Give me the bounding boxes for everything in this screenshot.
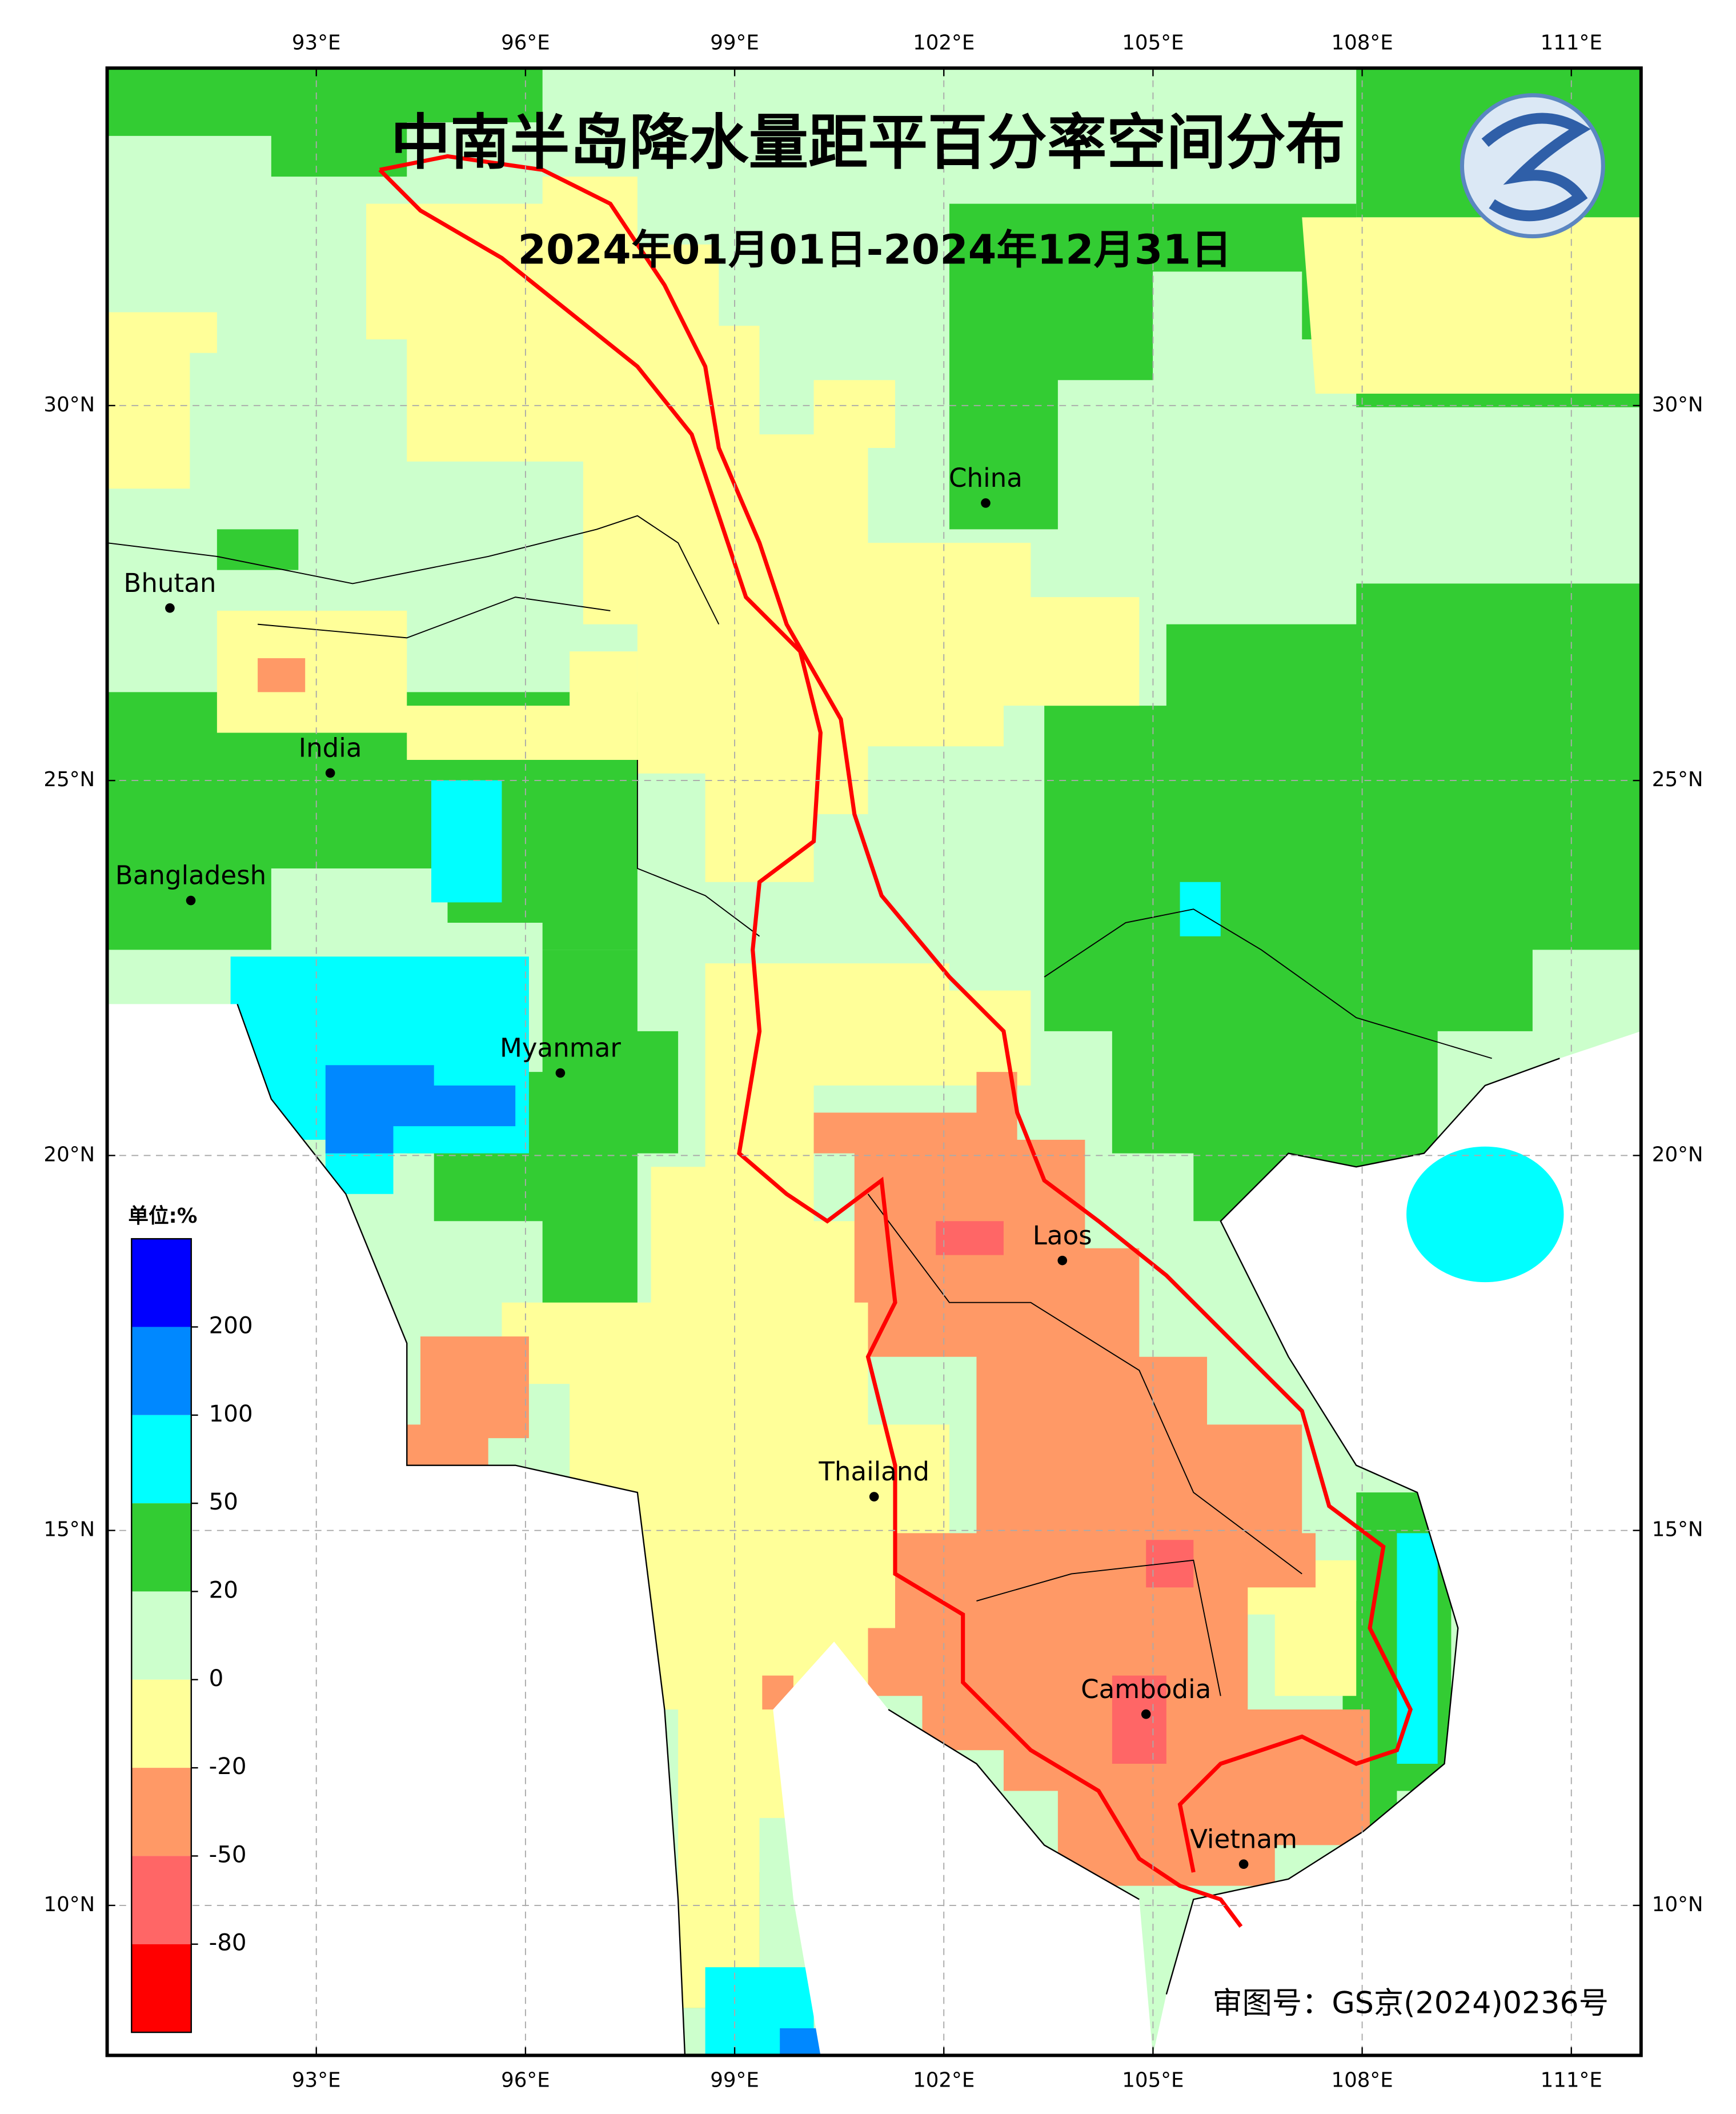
lat-tick-label: 10°N [1652,1893,1703,1916]
country-point [165,603,175,613]
country-label: India [299,733,362,763]
lon-tick-label: 102°E [913,31,975,54]
lon-tick-label: 96°E [501,31,550,54]
colorbar-bin [131,1591,191,1680]
colorbar-label: -20 [209,1753,247,1780]
lon-tick-label: 108°E [1331,2069,1393,2092]
lon-tick-label: 102°E [913,2069,975,2092]
lon-tick-label: 93°E [292,31,341,54]
colorbar-bin [131,1944,191,2033]
lon-tick-label: 105°E [1122,31,1184,54]
approval-number: 审图号：GS京(2024)0236号 [1212,1987,1608,2021]
map-frame [105,66,1643,2057]
country-label: Myanmar [500,1033,621,1063]
country-point [1141,1709,1151,1719]
colorbar-label: 20 [209,1576,238,1603]
lon-tick-label: 96°E [501,2069,550,2092]
country-point [325,768,335,778]
lon-tick-label: 105°E [1122,2069,1184,2092]
colorbar-label: -80 [209,1929,247,1956]
lon-tick-label: 108°E [1331,31,1393,54]
lat-tick-label: 30°N [1652,393,1703,417]
country-label: Cambodia [1081,1674,1211,1704]
map-subtitle: 2024年01月01日-2024年12月31日 [518,226,1232,274]
colorbar-label: 50 [209,1488,238,1515]
country-labels: Bhutan India Bangladesh Myanmar China Laos Tha… [115,463,1297,1869]
lat-tick-label: 15°N [43,1518,95,1542]
country-label: Bangladesh [115,860,266,891]
logo [1460,93,1605,239]
colorbar-label: 200 [209,1312,253,1339]
lat-tick-label: 30°N [43,393,95,417]
colorbar-label: 0 [209,1665,224,1692]
lon-tick-label: 111°E [1541,31,1602,54]
colorbar-label: -50 [209,1841,247,1868]
lon-tick-label: 99°E [710,31,759,54]
colorbar-bin [131,1679,191,1768]
country-label: Bhutan [123,568,216,598]
lat-tick-label: 20°N [43,1143,95,1166]
lat-tick-label: 20°N [1652,1143,1703,1166]
country-point [1057,1255,1068,1266]
country-label: Thailand [818,1456,929,1487]
colorbar-bin [131,1327,191,1415]
lon-tick-label: 111°E [1541,2069,1602,2092]
country-label: China [949,463,1023,493]
legend-unit: 单位:% [128,1204,197,1228]
precip-field [107,68,1641,2056]
colorbar-bin [131,1856,191,1944]
lat-tick-label: 25°N [43,768,95,791]
lat-tick-label: 15°N [1652,1518,1703,1542]
country-point [981,498,991,508]
lat-tick-label: 10°N [43,1893,95,1916]
lon-tick-label: 99°E [710,2069,759,2092]
graticule: 93°E 93°E 96°E 96°E 99°E 99°E 102°E 102°E 105°E 1… [43,31,1703,2092]
country-label: Laos [1033,1220,1092,1251]
colorbar-bin [131,1503,191,1592]
country-point [1238,1859,1249,1869]
lon-tick-label: 93°E [292,2069,341,2092]
country-point [186,895,196,906]
colorbar-bin [131,1415,191,1504]
country-point [555,1068,566,1078]
colorbar-bin [131,1768,191,1856]
map-title: 中南半岛降水量距平百分率空间分布 [391,108,1345,178]
country-point [869,1492,879,1502]
lat-tick-label: 25°N [1652,768,1703,791]
colorbar-label: 100 [209,1400,253,1427]
country-label: Vietnam [1190,1824,1297,1854]
colorbar-bin [131,1239,191,1327]
colorbar-frame [131,1238,192,2033]
